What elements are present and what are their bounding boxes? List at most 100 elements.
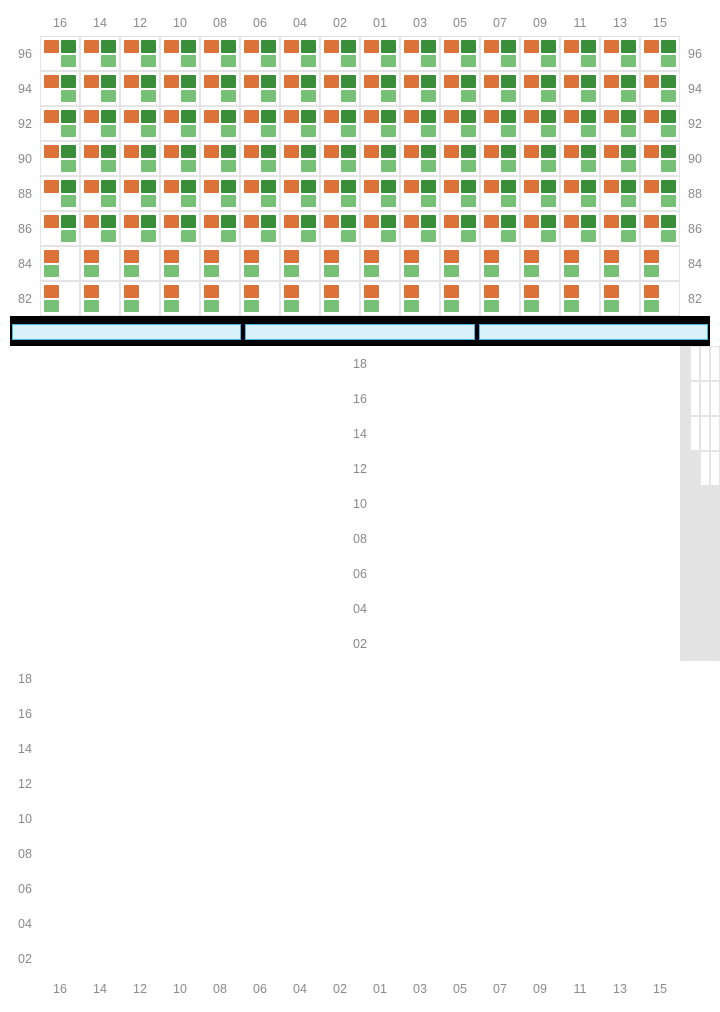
status-square xyxy=(61,55,76,68)
status-square xyxy=(564,145,579,158)
status-square xyxy=(404,75,419,88)
status-square xyxy=(84,300,99,313)
status-square xyxy=(284,195,299,208)
grid-cell xyxy=(320,71,360,106)
status-square xyxy=(101,250,116,263)
status-square xyxy=(124,145,139,158)
status-square xyxy=(461,250,476,263)
grid-cell xyxy=(560,176,600,211)
status-square xyxy=(661,40,676,53)
status-square xyxy=(181,75,196,88)
status-square xyxy=(284,300,299,313)
status-square xyxy=(621,90,636,103)
status-square xyxy=(661,90,676,103)
grid-cell xyxy=(640,141,680,176)
status-square xyxy=(124,40,139,53)
grid-cell xyxy=(440,71,480,106)
status-square xyxy=(61,195,76,208)
status-square xyxy=(564,40,579,53)
status-square xyxy=(61,75,76,88)
grid-cell xyxy=(280,71,320,106)
status-square xyxy=(101,90,116,103)
status-square xyxy=(404,110,419,123)
status-square xyxy=(164,180,179,193)
grid-cell xyxy=(240,36,280,71)
column-label: 03 xyxy=(400,16,440,30)
grid-cell xyxy=(40,246,80,281)
status-square xyxy=(204,180,219,193)
grid-cell xyxy=(120,36,160,71)
status-square xyxy=(444,160,459,173)
status-square xyxy=(524,250,539,263)
status-square xyxy=(204,90,219,103)
grid-cell xyxy=(240,211,280,246)
status-square xyxy=(124,180,139,193)
status-square xyxy=(261,75,276,88)
grid-cell xyxy=(40,176,80,211)
grid-cell xyxy=(120,281,160,316)
row-label: 88 xyxy=(680,176,710,211)
status-square xyxy=(164,55,179,68)
status-square xyxy=(501,40,516,53)
status-square xyxy=(364,180,379,193)
status-square xyxy=(621,75,636,88)
status-square xyxy=(421,215,436,228)
grid-cell xyxy=(600,176,640,211)
status-square xyxy=(124,75,139,88)
status-square xyxy=(244,75,259,88)
status-square xyxy=(604,180,619,193)
status-square xyxy=(461,195,476,208)
row-label: 02 xyxy=(40,626,680,661)
status-square xyxy=(444,180,459,193)
status-square xyxy=(524,215,539,228)
status-square xyxy=(604,230,619,243)
status-square xyxy=(541,90,556,103)
status-square xyxy=(84,215,99,228)
blue-bar xyxy=(245,324,474,340)
status-square xyxy=(381,145,396,158)
status-square xyxy=(44,300,59,313)
grid-cell xyxy=(280,281,320,316)
status-square xyxy=(101,160,116,173)
status-square xyxy=(164,265,179,278)
status-square xyxy=(164,230,179,243)
status-square xyxy=(301,110,316,123)
status-square xyxy=(484,300,499,313)
status-square xyxy=(404,145,419,158)
status-square xyxy=(661,55,676,68)
status-square xyxy=(84,285,99,298)
status-square xyxy=(644,160,659,173)
row-label: 16 xyxy=(10,696,40,731)
status-square xyxy=(101,230,116,243)
grid-cell xyxy=(560,281,600,316)
grid-cell xyxy=(320,141,360,176)
status-square xyxy=(661,160,676,173)
grid-cell xyxy=(520,36,560,71)
status-square xyxy=(381,195,396,208)
status-square xyxy=(124,265,139,278)
status-square xyxy=(244,125,259,138)
row-label: 12 xyxy=(40,451,680,486)
grid-cell xyxy=(640,246,680,281)
status-square xyxy=(524,125,539,138)
status-square xyxy=(301,250,316,263)
status-square xyxy=(501,160,516,173)
grid-cell xyxy=(710,556,720,591)
status-square xyxy=(324,55,339,68)
column-label: 16 xyxy=(40,16,80,30)
status-square xyxy=(661,110,676,123)
status-square xyxy=(204,40,219,53)
status-square xyxy=(284,230,299,243)
status-square xyxy=(221,285,236,298)
status-square xyxy=(84,145,99,158)
status-square xyxy=(564,285,579,298)
grid-cell xyxy=(80,71,120,106)
grid-cell xyxy=(710,486,720,521)
column-label: 05 xyxy=(440,982,480,996)
status-square xyxy=(404,195,419,208)
status-square xyxy=(661,145,676,158)
status-square xyxy=(461,125,476,138)
status-square xyxy=(141,75,156,88)
row-label: 04 xyxy=(40,591,680,626)
status-square xyxy=(621,300,636,313)
